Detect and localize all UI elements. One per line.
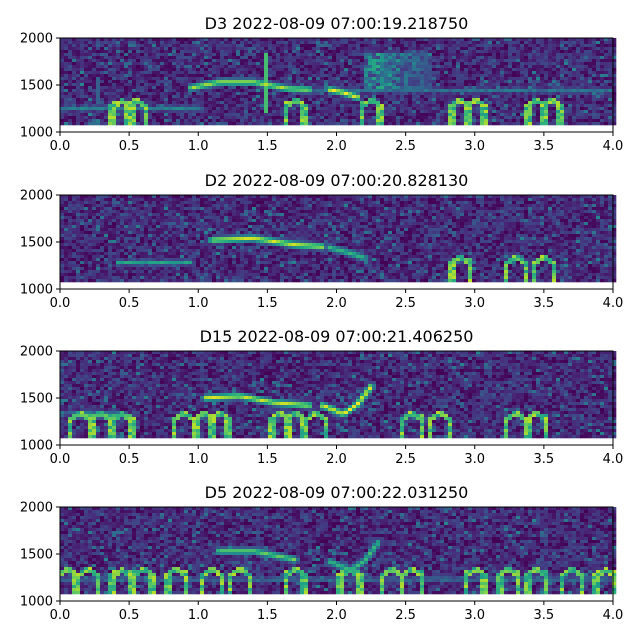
x-tick-label: 4.0 bbox=[603, 139, 624, 154]
subplot-2: D2 2022-08-09 07:00:20.828130 0.0 0.5 1.0 1.… bbox=[20, 171, 623, 311]
x-tick-label: 2.5 bbox=[395, 608, 416, 623]
x-tick-label: 3.0 bbox=[464, 452, 485, 467]
x-tick-label: 1.0 bbox=[188, 608, 209, 623]
x-tick-label: 0.0 bbox=[50, 452, 71, 467]
y-tick-label: 2000 bbox=[20, 345, 53, 360]
x-tick-label: 1.5 bbox=[257, 608, 278, 623]
x-tick-label: 0.0 bbox=[50, 139, 71, 154]
subplot-title: D2 2022-08-09 07:00:20.828130 bbox=[205, 171, 469, 190]
x-tick-label: 2.0 bbox=[326, 452, 347, 467]
x-tick-label: 4.0 bbox=[603, 608, 624, 623]
spectrogram-image bbox=[60, 38, 617, 126]
subplot-4: D5 2022-08-09 07:00:22.031250 0.0 0.5 1.0 1.… bbox=[20, 483, 623, 623]
x-tick-label: 2.5 bbox=[395, 452, 416, 467]
spectrogram-image bbox=[60, 351, 617, 439]
x-tick-label: 1.5 bbox=[257, 452, 278, 467]
y-tick-label: 1000 bbox=[20, 126, 53, 141]
x-tick-label: 3.0 bbox=[464, 296, 485, 311]
subplot-3: D15 2022-08-09 07:00:21.406250 0.0 0.5 1.0 1… bbox=[20, 327, 623, 467]
x-tick-label: 2.5 bbox=[395, 296, 416, 311]
subplot-title: D15 2022-08-09 07:00:21.406250 bbox=[200, 327, 474, 346]
x-tick-label: 3.5 bbox=[534, 296, 555, 311]
x-tick-label: 2.0 bbox=[326, 608, 347, 623]
x-tick-label: 1.5 bbox=[257, 296, 278, 311]
spectrogram-image bbox=[60, 507, 617, 595]
y-tick-label: 1500 bbox=[20, 392, 53, 407]
x-tick-label: 0.0 bbox=[50, 608, 71, 623]
y-tick-label: 1500 bbox=[20, 79, 53, 94]
subplot-1: D3 2022-08-09 07:00:19.218750 0.0 0.5 1.0 1.… bbox=[20, 14, 623, 154]
x-tick-label: 1.5 bbox=[257, 139, 278, 154]
x-tick-label: 2.0 bbox=[326, 139, 347, 154]
y-tick-label: 2000 bbox=[20, 501, 53, 516]
x-tick-label: 3.0 bbox=[464, 608, 485, 623]
y-tick-label: 1000 bbox=[20, 439, 53, 454]
x-tick-label: 0.5 bbox=[119, 296, 140, 311]
y-tick-label: 2000 bbox=[20, 189, 53, 204]
subplot-title: D3 2022-08-09 07:00:19.218750 bbox=[205, 14, 469, 33]
x-tick-label: 3.5 bbox=[534, 452, 555, 467]
x-tick-label: 4.0 bbox=[603, 296, 624, 311]
x-tick-label: 2.0 bbox=[326, 296, 347, 311]
x-tick-label: 3.5 bbox=[534, 608, 555, 623]
y-tick-label: 1000 bbox=[20, 595, 53, 610]
y-tick-label: 1500 bbox=[20, 236, 53, 251]
x-tick-label: 0.5 bbox=[119, 608, 140, 623]
y-tick-label: 1000 bbox=[20, 283, 53, 298]
spectrogram-image bbox=[60, 195, 617, 283]
x-tick-label: 1.0 bbox=[188, 452, 209, 467]
x-tick-label: 3.5 bbox=[534, 139, 555, 154]
x-tick-label: 1.0 bbox=[188, 296, 209, 311]
x-tick-label: 2.5 bbox=[395, 139, 416, 154]
x-tick-label: 0.5 bbox=[119, 139, 140, 154]
subplot-title: D5 2022-08-09 07:00:22.031250 bbox=[205, 483, 469, 502]
x-tick-label: 1.0 bbox=[188, 139, 209, 154]
x-tick-label: 3.0 bbox=[464, 139, 485, 154]
x-tick-label: 0.5 bbox=[119, 452, 140, 467]
y-tick-label: 2000 bbox=[20, 32, 53, 47]
y-tick-label: 1500 bbox=[20, 548, 53, 563]
x-tick-label: 4.0 bbox=[603, 452, 624, 467]
x-tick-label: 0.0 bbox=[50, 296, 71, 311]
